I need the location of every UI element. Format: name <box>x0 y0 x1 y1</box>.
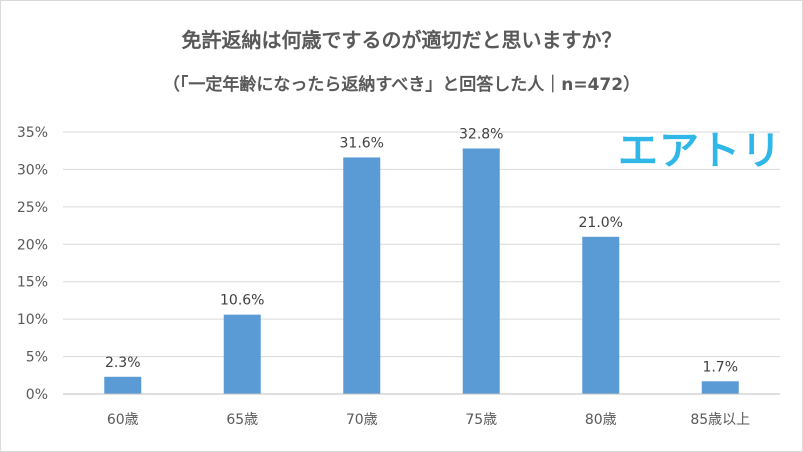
y-tick-label: 15% <box>17 275 48 291</box>
x-tick-label: 70歳 <box>346 412 378 428</box>
y-tick-label: 20% <box>17 237 48 253</box>
chart-title: 免許返納は何歳でするのが適切だと思いますか？ <box>181 28 622 52</box>
y-tick-label: 25% <box>17 200 48 216</box>
y-tick-label: 35% <box>17 125 48 141</box>
x-tick-label: 80歳 <box>585 412 617 428</box>
bar <box>582 236 620 394</box>
y-tick-label: 30% <box>17 162 48 178</box>
chart-subtitle: （「一定年齢になったら返納すべき」と回答した人｜n=472） <box>162 75 641 95</box>
x-tick-label: 60歳 <box>107 412 139 428</box>
data-label: 32.8% <box>459 126 503 142</box>
x-tick-label: 65歳 <box>226 412 258 428</box>
x-tick-label: 75歳 <box>465 412 497 428</box>
data-label: 2.3% <box>105 355 141 371</box>
y-tick-label: 0% <box>26 387 48 403</box>
data-label: 10.6% <box>220 293 264 309</box>
data-label: 21.0% <box>579 215 623 231</box>
data-label: 1.7% <box>702 359 738 375</box>
bar <box>462 148 500 394</box>
bar <box>701 381 739 394</box>
data-label: 31.6% <box>340 135 384 151</box>
bar <box>223 314 261 394</box>
airtrip-logo: エアトリ <box>618 128 782 174</box>
bar <box>343 157 381 394</box>
bar <box>104 376 142 394</box>
y-tick-label: 10% <box>17 312 48 328</box>
x-tick-label: 85歳以上 <box>690 412 750 428</box>
y-tick-label: 5% <box>26 350 48 366</box>
